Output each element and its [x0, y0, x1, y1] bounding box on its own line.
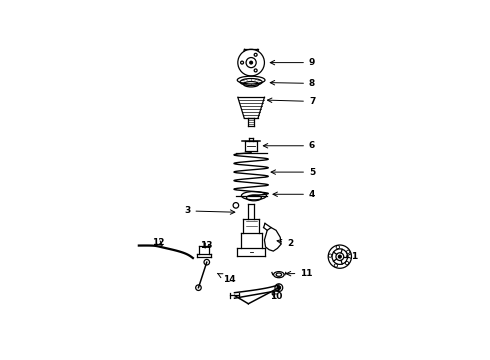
- Text: 12: 12: [152, 238, 165, 247]
- Text: 5: 5: [271, 168, 315, 177]
- Text: 6: 6: [263, 141, 315, 150]
- Text: 11: 11: [286, 269, 313, 278]
- Text: 2: 2: [277, 239, 293, 248]
- Text: 1: 1: [346, 252, 357, 261]
- Circle shape: [277, 286, 280, 289]
- Text: 10: 10: [270, 292, 282, 301]
- Circle shape: [250, 61, 252, 64]
- Circle shape: [339, 255, 341, 258]
- Text: 14: 14: [218, 273, 235, 284]
- Text: 8: 8: [270, 79, 315, 88]
- Text: 3: 3: [184, 206, 235, 215]
- Text: 13: 13: [200, 240, 213, 249]
- Text: 7: 7: [268, 97, 315, 106]
- Text: 4: 4: [273, 190, 315, 199]
- Text: 9: 9: [270, 58, 315, 67]
